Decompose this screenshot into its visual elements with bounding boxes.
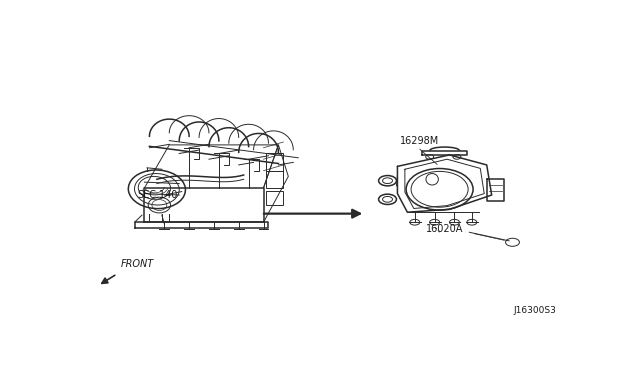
Text: 16298M: 16298M — [400, 136, 440, 146]
Text: J16300S3: J16300S3 — [513, 306, 556, 315]
Text: SEC.140: SEC.140 — [137, 190, 177, 200]
Bar — [266, 154, 284, 171]
Bar — [266, 171, 284, 188]
Text: FRONT: FRONT — [121, 259, 154, 269]
Bar — [266, 191, 284, 205]
Text: 16020A: 16020A — [426, 224, 463, 234]
